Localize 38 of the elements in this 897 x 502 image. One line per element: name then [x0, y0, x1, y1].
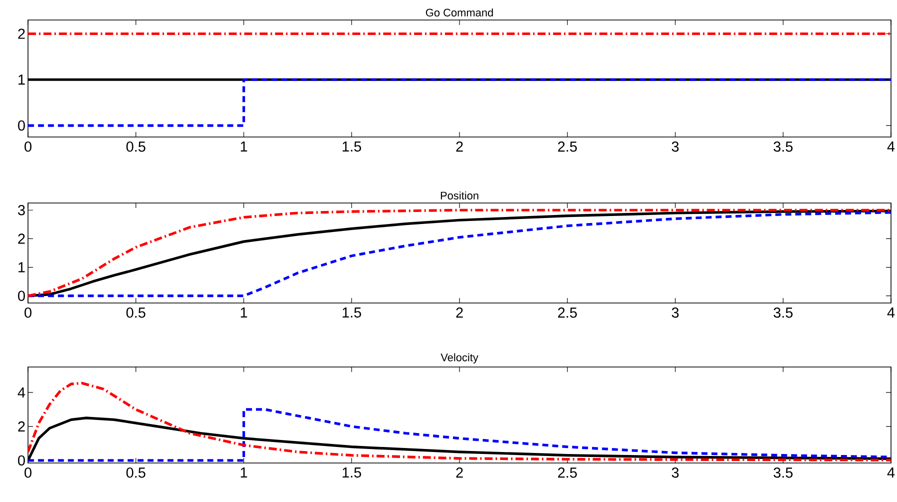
line-series [28, 408, 892, 462]
x-tick-label: 2 [456, 142, 463, 152]
chart-title: Velocity [440, 353, 478, 364]
x-tick-label: 3.5 [774, 308, 793, 318]
x-tick-label: 3 [672, 308, 679, 318]
x-tick-label: 4 [887, 308, 895, 318]
y-tick-label: 2 [18, 234, 25, 244]
x-tick-label: 3 [672, 142, 679, 152]
x-tick-label: 4 [887, 468, 895, 478]
x-tick-label: 1.5 [342, 142, 362, 152]
x-tick-label: 1 [240, 308, 248, 318]
y-tick-label: 2 [18, 421, 25, 432]
y-tick-label: 0 [18, 120, 25, 131]
x-tick-label: 1 [240, 142, 248, 152]
x-tick-label: 3.5 [774, 142, 793, 152]
y-tick-label: 1 [18, 74, 25, 85]
x-tick-label: 1.5 [342, 308, 362, 318]
chart-title: Position [440, 191, 478, 200]
x-tick-label: 2 [456, 468, 463, 478]
x-tick-label: 4 [887, 142, 895, 152]
y-tick-label: 4 [18, 388, 26, 398]
chart-title: Go Command [426, 8, 493, 16]
y-tick-label: 2 [18, 28, 25, 39]
x-tick-label: 3.5 [774, 468, 793, 478]
y-tick-label: 0 [18, 290, 25, 301]
x-tick-label: 1 [240, 468, 248, 478]
x-tick-label: 1.5 [342, 468, 362, 478]
x-tick-label: 2.5 [558, 308, 577, 318]
x-tick-label: 2 [456, 308, 463, 318]
x-tick-label: 0.5 [126, 142, 146, 152]
y-tick-label: 1 [18, 262, 25, 272]
x-tick-label: 2.5 [558, 142, 577, 152]
y-tick-label: 0 [18, 455, 25, 466]
x-tick-label: 0.5 [126, 468, 146, 478]
y-tick-label: 3 [18, 205, 25, 216]
x-tick-label: 2.5 [558, 468, 577, 478]
x-tick-label: 3 [672, 468, 679, 478]
x-tick-label: 0.5 [126, 308, 146, 318]
